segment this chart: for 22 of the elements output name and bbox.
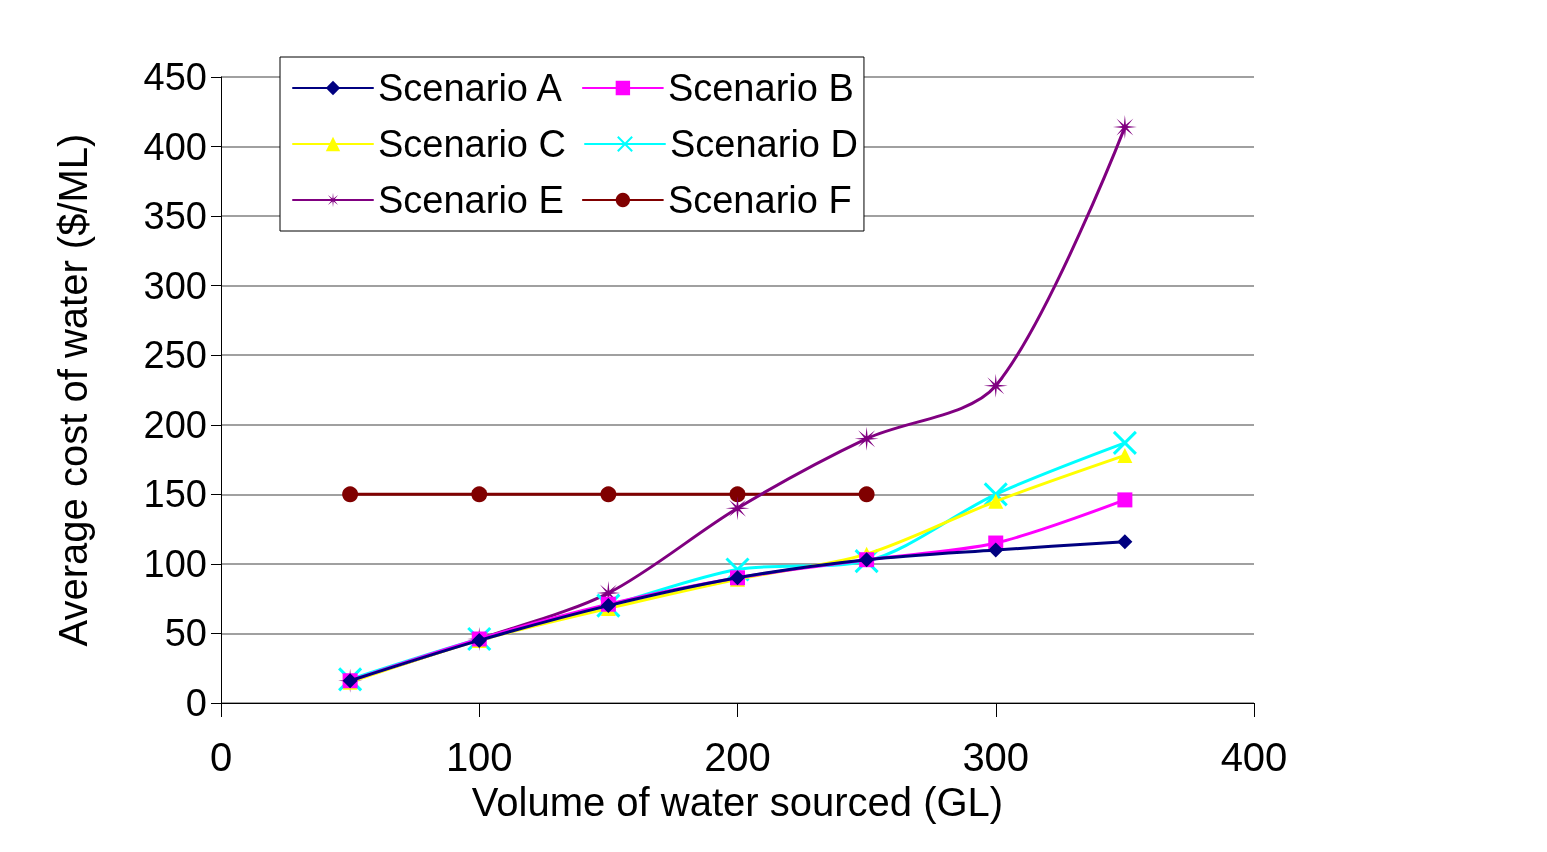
y-tick-label: 300	[143, 264, 207, 307]
y-tick-label: 450	[143, 56, 207, 98]
y-tick-label: 0	[185, 682, 207, 724]
y-tick-label: 50	[164, 612, 207, 655]
legend-label: Scenario A	[378, 67, 563, 109]
x-tick-label: 200	[704, 735, 771, 779]
legend-label: Scenario F	[667, 179, 852, 221]
x-axis-title: Volume of water sourced (GL)	[471, 779, 1004, 824]
x-tick-label: 300	[962, 735, 1030, 779]
y-tick-label: 400	[143, 125, 207, 168]
legend-label: Scenario C	[378, 123, 566, 165]
y-tick-label: 100	[143, 542, 207, 585]
y-tick-label: 150	[143, 473, 207, 516]
legend-label: Scenario E	[378, 179, 564, 221]
x-tick-label: 400	[1220, 735, 1288, 779]
y-tick-label: 250	[143, 334, 207, 377]
y-axis-title: Average cost of water ($/ML)	[51, 133, 95, 647]
legend-label: Scenario B	[667, 67, 854, 109]
legend-label: Scenario D	[669, 123, 858, 165]
y-tick-label: 350	[143, 195, 207, 238]
y-tick-label: 200	[143, 403, 207, 446]
x-tick-label: 100	[445, 735, 513, 779]
